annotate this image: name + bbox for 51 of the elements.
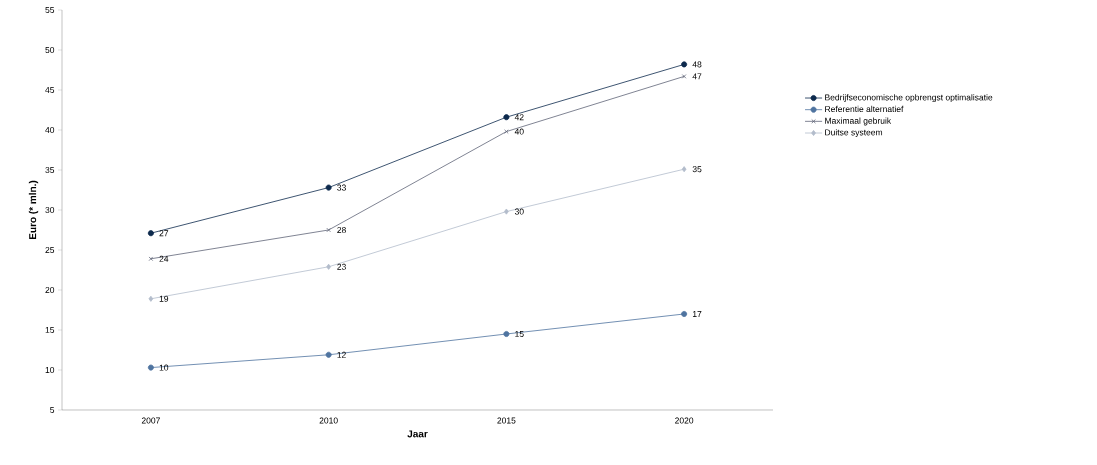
data-label: 24 xyxy=(159,255,169,262)
y-tick-label: 10 xyxy=(45,366,55,373)
x-tick-label: 2020 xyxy=(675,417,694,424)
data-label: 27 xyxy=(159,230,169,237)
point xyxy=(681,310,688,317)
point xyxy=(148,295,154,302)
legend-label: Maximaal gebruik xyxy=(825,117,892,126)
x-axis-title: Jaar xyxy=(407,430,428,438)
point xyxy=(147,364,154,371)
y-tick-label: 20 xyxy=(45,286,55,293)
data-label: 35 xyxy=(692,166,702,173)
y-tick-label: 40 xyxy=(45,126,55,133)
data-label: 10 xyxy=(159,364,169,371)
data-label: 30 xyxy=(514,208,524,215)
data-label: 23 xyxy=(337,263,346,270)
data-label: 40 xyxy=(514,128,524,135)
data-label: 12 xyxy=(337,351,346,358)
point xyxy=(681,166,687,173)
data-label: 17 xyxy=(692,311,702,317)
legend-label: Duitse systeem xyxy=(825,129,883,138)
y-tick-label: 25 xyxy=(45,246,55,253)
y-tick-label: 15 xyxy=(45,327,55,333)
y-axis-title: Euro (* mln.) xyxy=(28,180,39,240)
point xyxy=(681,61,688,68)
legend-label: Referentie alternatief xyxy=(825,105,904,113)
point xyxy=(326,263,331,270)
data-label: 33 xyxy=(337,184,346,191)
data-label: 42 xyxy=(514,114,524,121)
y-tick-label: 30 xyxy=(45,206,55,213)
x-tick-label: 2007 xyxy=(141,417,160,424)
y-tick-label: 50 xyxy=(45,46,55,53)
point xyxy=(504,208,509,215)
point xyxy=(503,114,510,121)
legend-label: Bedrijfseconomische opbrengst optimalisatie xyxy=(825,94,993,103)
y-tick-label: 35 xyxy=(45,166,55,173)
x-tick-label: 2015 xyxy=(497,417,516,424)
data-label: 47 xyxy=(692,73,702,80)
point xyxy=(325,184,332,191)
point xyxy=(504,129,509,134)
point xyxy=(326,227,331,233)
point xyxy=(325,351,332,358)
data-label: 28 xyxy=(337,226,346,233)
y-tick-label: 45 xyxy=(45,87,55,93)
y-tick-label: 55 xyxy=(45,7,55,13)
data-label: 19 xyxy=(159,295,169,302)
x-tick-label: 2010 xyxy=(319,417,338,424)
point xyxy=(147,230,154,237)
point xyxy=(503,330,510,337)
data-label: 15 xyxy=(515,331,524,337)
data-label: 48 xyxy=(692,61,702,68)
y-tick-label: 5 xyxy=(50,407,55,413)
